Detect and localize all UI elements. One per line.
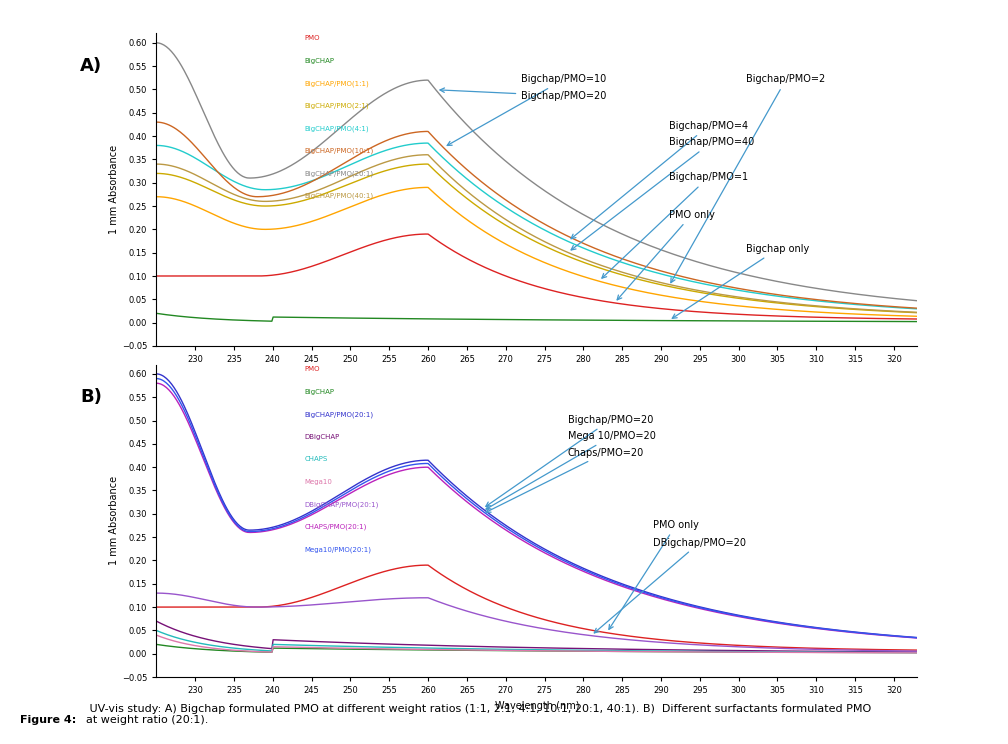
Text: Bigchap/PMO=2: Bigchap/PMO=2 bbox=[671, 74, 826, 283]
Text: BigCHAP/PMO(4:1): BigCHAP/PMO(4:1) bbox=[304, 125, 369, 132]
Text: BigCHAP/PMO(20:1): BigCHAP/PMO(20:1) bbox=[304, 411, 374, 417]
Text: Bigchap/PMO=40: Bigchap/PMO=40 bbox=[572, 138, 754, 250]
Text: A): A) bbox=[80, 57, 102, 75]
Text: BigCHAP/PMO(10:1): BigCHAP/PMO(10:1) bbox=[304, 147, 374, 154]
Text: Bigchap/PMO=1: Bigchap/PMO=1 bbox=[602, 173, 748, 278]
Text: BigCHAP/PMO(2:1): BigCHAP/PMO(2:1) bbox=[304, 103, 369, 109]
Text: BigCHAP/PMO(20:1): BigCHAP/PMO(20:1) bbox=[304, 170, 374, 176]
Text: UV-vis study: A) Bigchap formulated PMO at different weight ratios (1:1, 2:1, 4:: UV-vis study: A) Bigchap formulated PMO … bbox=[86, 704, 871, 725]
Text: BigCHAP/PMO(40:1): BigCHAP/PMO(40:1) bbox=[304, 193, 374, 199]
Text: Bigchap/PMO=10: Bigchap/PMO=10 bbox=[448, 74, 607, 146]
Text: PMO: PMO bbox=[304, 366, 321, 372]
Text: DBigCHAP/PMO(20:1): DBigCHAP/PMO(20:1) bbox=[304, 501, 379, 507]
X-axis label: Wavelength (nm): Wavelength (nm) bbox=[495, 370, 579, 379]
Text: Mega10/PMO(20:1): Mega10/PMO(20:1) bbox=[304, 546, 372, 553]
Text: CHAPS/PMO(20:1): CHAPS/PMO(20:1) bbox=[304, 524, 367, 530]
Text: PMO only: PMO only bbox=[609, 520, 700, 629]
X-axis label: Wavelength (nm): Wavelength (nm) bbox=[495, 701, 579, 711]
Y-axis label: 1 mm Absorbance: 1 mm Absorbance bbox=[109, 476, 119, 565]
Text: BigCHAP/PMO(1:1): BigCHAP/PMO(1:1) bbox=[304, 80, 369, 86]
Text: CHAPS: CHAPS bbox=[304, 456, 328, 462]
Text: Mega 10/PMO=20: Mega 10/PMO=20 bbox=[486, 432, 655, 509]
Text: DBigCHAP: DBigCHAP bbox=[304, 434, 340, 440]
Text: PMO: PMO bbox=[304, 35, 321, 41]
Text: Mega10: Mega10 bbox=[304, 478, 333, 484]
Text: Figure 4:: Figure 4: bbox=[20, 716, 77, 725]
Text: Bigchap only: Bigchap only bbox=[672, 244, 809, 318]
Y-axis label: 1 mm Absorbance: 1 mm Absorbance bbox=[109, 145, 119, 234]
Text: Bigchap/PMO=20: Bigchap/PMO=20 bbox=[439, 88, 607, 100]
Text: Chaps/PMO=20: Chaps/PMO=20 bbox=[486, 447, 644, 512]
Text: BigCHAP: BigCHAP bbox=[304, 57, 335, 63]
Text: B): B) bbox=[80, 388, 102, 406]
Text: PMO only: PMO only bbox=[617, 210, 715, 300]
Text: DBigchap/PMO=20: DBigchap/PMO=20 bbox=[595, 537, 746, 633]
Text: Bigchap/PMO=4: Bigchap/PMO=4 bbox=[572, 121, 748, 239]
Text: BigCHAP: BigCHAP bbox=[304, 388, 335, 394]
Text: Bigchap/PMO=20: Bigchap/PMO=20 bbox=[486, 415, 653, 507]
